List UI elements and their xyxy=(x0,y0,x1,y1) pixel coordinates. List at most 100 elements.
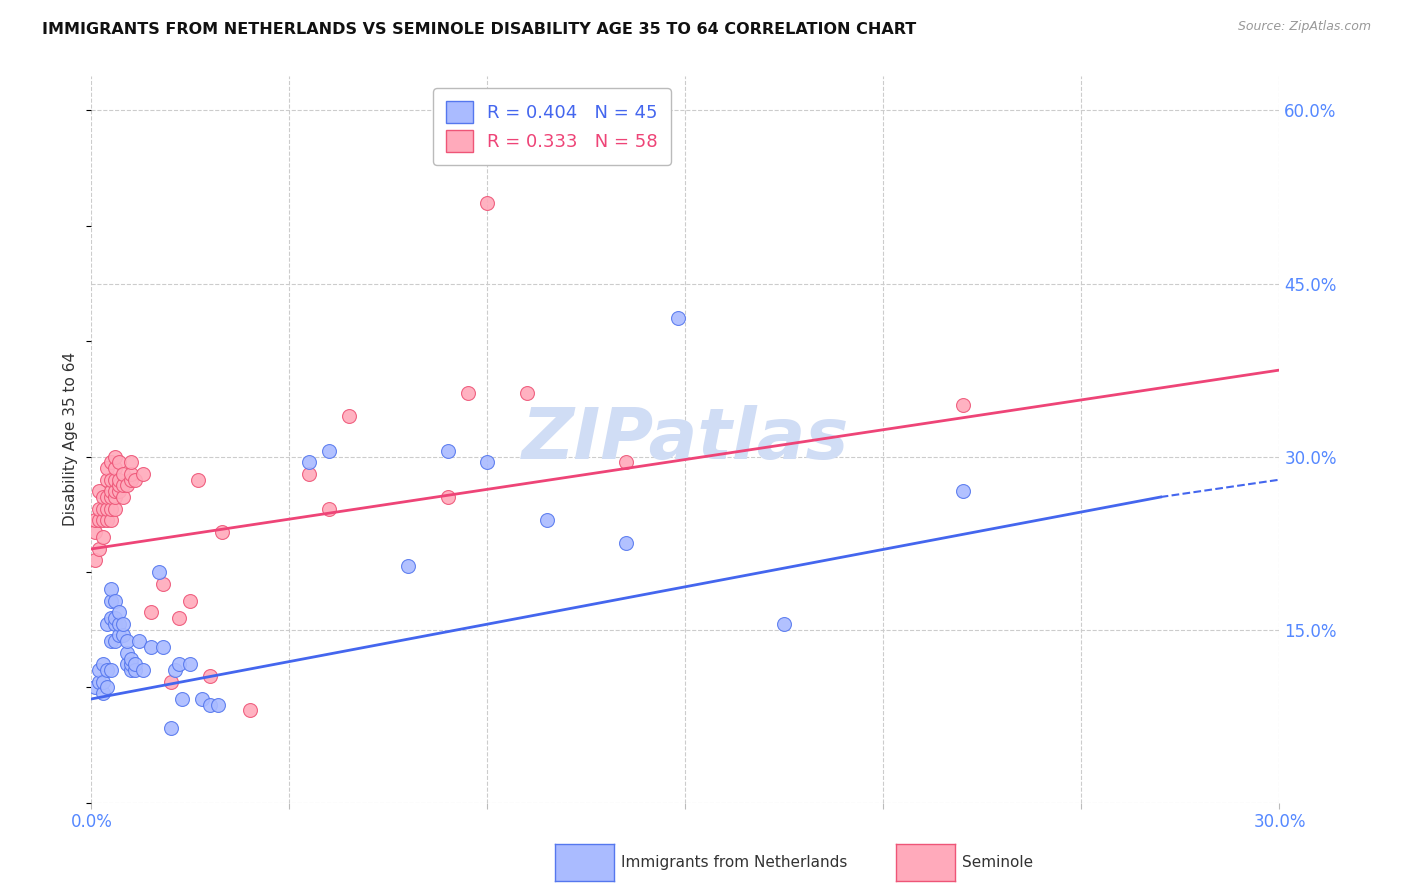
Point xyxy=(952,398,974,412)
Point xyxy=(100,582,122,597)
Point xyxy=(104,473,127,487)
Point xyxy=(96,681,118,695)
Point xyxy=(148,565,170,579)
Point xyxy=(152,576,174,591)
Point xyxy=(100,501,122,516)
Point xyxy=(84,513,107,527)
Point xyxy=(477,455,499,469)
Point xyxy=(100,663,122,677)
Point xyxy=(666,311,689,326)
Point xyxy=(200,669,222,683)
Point xyxy=(773,616,796,631)
Point xyxy=(96,501,118,516)
Point xyxy=(112,490,135,504)
Point xyxy=(139,640,162,654)
Point xyxy=(298,455,321,469)
Point xyxy=(337,409,360,424)
Point xyxy=(96,616,118,631)
Point xyxy=(132,467,155,481)
Point xyxy=(104,616,127,631)
Text: IMMIGRANTS FROM NETHERLANDS VS SEMINOLE DISABILITY AGE 35 TO 64 CORRELATION CHAR: IMMIGRANTS FROM NETHERLANDS VS SEMINOLE … xyxy=(42,22,917,37)
Point xyxy=(436,490,458,504)
Point xyxy=(96,461,118,475)
Point xyxy=(120,473,142,487)
Point xyxy=(318,501,340,516)
Point xyxy=(139,606,162,620)
Point xyxy=(91,513,114,527)
Point xyxy=(100,513,122,527)
Point xyxy=(536,513,558,527)
Point xyxy=(89,501,111,516)
Point xyxy=(100,473,122,487)
Point xyxy=(614,455,637,469)
Point xyxy=(124,657,146,672)
Y-axis label: Disability Age 35 to 64: Disability Age 35 to 64 xyxy=(63,352,79,526)
Point xyxy=(100,594,122,608)
Point xyxy=(172,692,194,706)
Point xyxy=(115,634,138,648)
Point xyxy=(104,490,127,504)
Text: Immigrants from Netherlands: Immigrants from Netherlands xyxy=(621,855,848,870)
Point xyxy=(108,478,131,492)
Point xyxy=(167,611,190,625)
Point xyxy=(89,484,111,499)
Point xyxy=(96,490,118,504)
Point xyxy=(555,138,578,153)
Point xyxy=(84,681,107,695)
Point xyxy=(477,195,499,210)
Point xyxy=(89,513,111,527)
Point xyxy=(211,524,233,539)
Point xyxy=(163,663,186,677)
Point xyxy=(96,513,118,527)
Point xyxy=(457,386,479,401)
Point xyxy=(104,594,127,608)
Point xyxy=(179,657,201,672)
Point xyxy=(104,611,127,625)
Point xyxy=(120,455,142,469)
Point xyxy=(115,478,138,492)
Point xyxy=(100,490,122,504)
Point xyxy=(132,663,155,677)
Point xyxy=(152,640,174,654)
Point xyxy=(120,663,142,677)
Point xyxy=(200,698,222,712)
Point xyxy=(91,686,114,700)
Point xyxy=(159,674,181,689)
Point xyxy=(100,611,122,625)
Point xyxy=(614,536,637,550)
Text: ZIPatlas: ZIPatlas xyxy=(522,405,849,474)
Point xyxy=(128,634,150,648)
Point xyxy=(112,616,135,631)
Point xyxy=(239,704,262,718)
Point xyxy=(96,663,118,677)
Point xyxy=(104,501,127,516)
Point xyxy=(108,606,131,620)
Point xyxy=(100,455,122,469)
Point xyxy=(91,657,114,672)
Point xyxy=(91,674,114,689)
Point xyxy=(112,467,135,481)
Point xyxy=(952,484,974,499)
Point xyxy=(115,657,138,672)
Point xyxy=(108,616,131,631)
Point xyxy=(298,467,321,481)
Point xyxy=(108,484,131,499)
Point xyxy=(516,386,538,401)
Point xyxy=(112,478,135,492)
Point xyxy=(104,634,127,648)
Point xyxy=(159,721,181,735)
Point xyxy=(89,674,111,689)
Point xyxy=(84,524,107,539)
Point xyxy=(124,473,146,487)
Point xyxy=(396,559,419,574)
Point xyxy=(179,594,201,608)
Legend: R = 0.404   N = 45, R = 0.333   N = 58: R = 0.404 N = 45, R = 0.333 N = 58 xyxy=(433,88,671,165)
Point xyxy=(108,455,131,469)
Point xyxy=(89,663,111,677)
Point xyxy=(191,692,214,706)
Point xyxy=(167,657,190,672)
Point xyxy=(100,484,122,499)
Point xyxy=(96,473,118,487)
Point xyxy=(120,651,142,665)
Point xyxy=(318,443,340,458)
